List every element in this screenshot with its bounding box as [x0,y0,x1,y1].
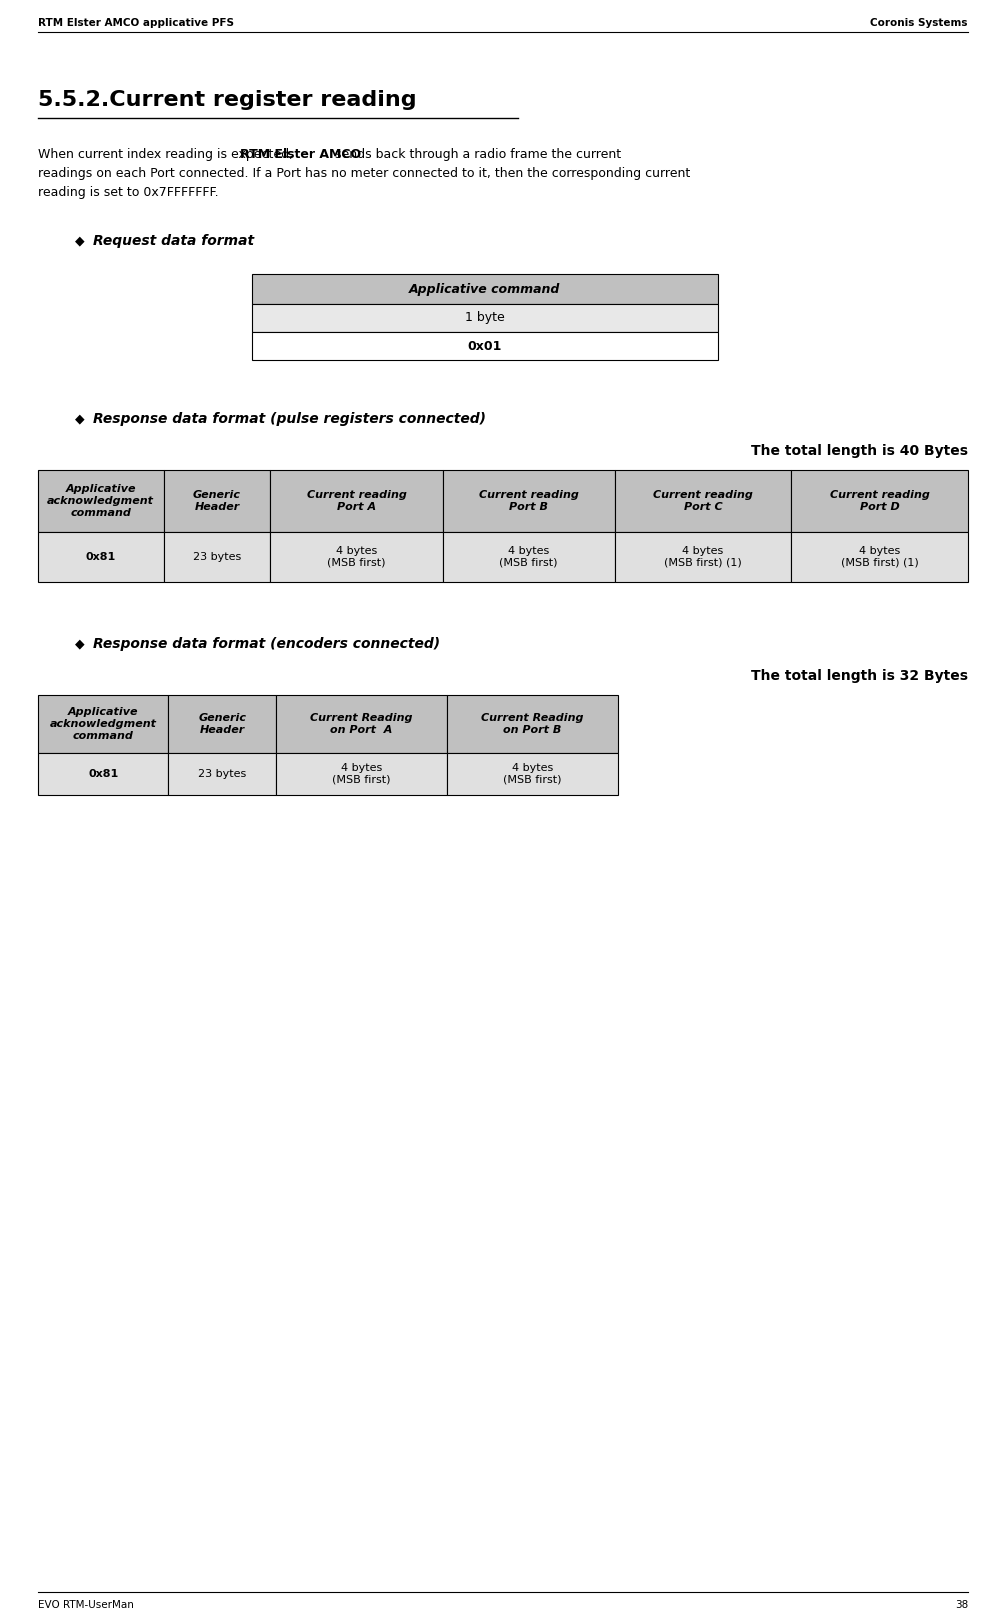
Bar [38,532,164,582]
Text: Current Reading
on Port B: Current Reading on Port B [481,714,583,735]
Bar [164,470,271,532]
Text: The total length is 32 Bytes: The total length is 32 Bytes [751,668,968,683]
Text: RTM Elster AMCO: RTM Elster AMCO [240,148,361,161]
Text: Current reading
Port B: Current reading Port B [479,490,578,513]
Bar [38,753,168,795]
Text: Response data format (encoders connected): Response data format (encoders connected… [93,637,440,650]
Text: Coronis Systems: Coronis Systems [870,18,968,28]
Text: Current Reading
on Port  A: Current Reading on Port A [310,714,412,735]
Bar [271,532,443,582]
Bar [271,470,443,532]
Text: Current reading
Port A: Current reading Port A [307,490,406,513]
Bar [276,753,447,795]
Text: 1 byte: 1 byte [465,311,505,324]
Bar [443,532,615,582]
Bar [447,753,618,795]
Text: Generic
Header: Generic Header [198,714,246,735]
Bar [792,532,968,582]
Text: Request data format: Request data format [93,234,255,248]
Text: 4 bytes
(MSB first): 4 bytes (MSB first) [332,764,390,785]
Text: 4 bytes
(MSB first): 4 bytes (MSB first) [503,764,561,785]
Text: 4 bytes
(MSB first) (1): 4 bytes (MSB first) (1) [841,547,918,568]
Text: ◆: ◆ [75,637,85,650]
Bar [443,470,615,532]
Bar [252,274,718,303]
Text: ◆: ◆ [75,234,85,247]
Bar [168,694,276,753]
Text: 23 bytes: 23 bytes [198,769,246,779]
Text: Response data format (pulse registers connected): Response data format (pulse registers co… [93,412,486,427]
Text: Current reading
Port D: Current reading Port D [830,490,930,513]
Bar [168,753,276,795]
Bar [252,333,718,360]
Bar [38,694,168,753]
Bar [615,532,792,582]
Text: sends back through a radio frame the current: sends back through a radio frame the cur… [332,148,622,161]
Text: reading is set to 0x7FFFFFFF.: reading is set to 0x7FFFFFFF. [38,187,218,200]
Text: 23 bytes: 23 bytes [193,551,241,561]
Text: EVO RTM-UserMan: EVO RTM-UserMan [38,1599,134,1611]
Bar [447,694,618,753]
Text: RTM Elster AMCO applicative PFS: RTM Elster AMCO applicative PFS [38,18,234,28]
Text: ◆: ◆ [75,412,85,425]
Text: 4 bytes
(MSB first): 4 bytes (MSB first) [327,547,385,568]
Text: 0x81: 0x81 [86,551,116,561]
Text: 5.5.2.Current register reading: 5.5.2.Current register reading [38,89,416,110]
Text: Applicative
acknowledgment
command: Applicative acknowledgment command [49,707,157,741]
Bar [252,303,718,333]
Bar [164,532,271,582]
Text: 4 bytes
(MSB first) (1): 4 bytes (MSB first) (1) [664,547,741,568]
Text: 0x81: 0x81 [89,769,119,779]
Text: 0x01: 0x01 [468,339,502,352]
Text: Current reading
Port C: Current reading Port C [653,490,752,513]
Text: Applicative command: Applicative command [409,282,560,295]
Text: readings on each Port connected. If a Port has no meter connected to it, then th: readings on each Port connected. If a Po… [38,167,690,180]
Text: 38: 38 [955,1599,968,1611]
Text: Applicative
acknowledgment
command: Applicative acknowledgment command [47,485,154,517]
Text: Generic
Header: Generic Header [193,490,241,513]
Bar [276,694,447,753]
Text: When current index reading is expected,: When current index reading is expected, [38,148,297,161]
Text: 4 bytes
(MSB first): 4 bytes (MSB first) [499,547,557,568]
Bar [792,470,968,532]
Text: The total length is 40 Bytes: The total length is 40 Bytes [751,444,968,457]
Bar [38,470,164,532]
Bar [615,470,792,532]
